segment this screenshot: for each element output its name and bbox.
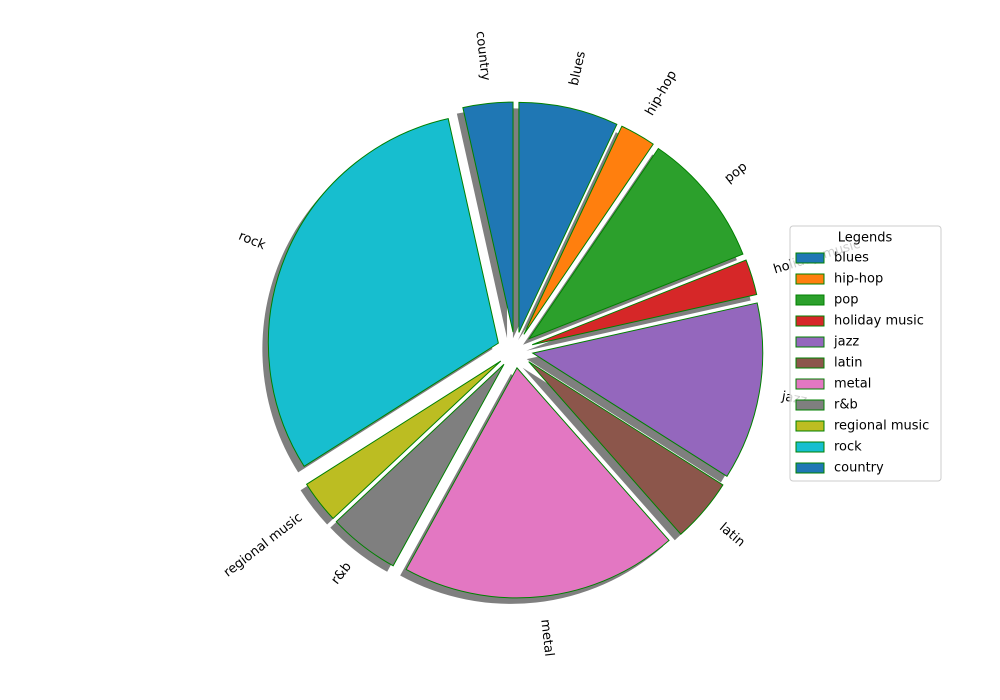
legend-swatch	[795, 294, 825, 306]
legend-swatch	[795, 420, 825, 432]
wedge	[335, 363, 505, 567]
wedge	[462, 101, 514, 333]
wedge	[267, 118, 499, 468]
legend-label: jazz	[833, 335, 859, 350]
legend-swatch	[795, 462, 825, 474]
slice-label: pop	[722, 159, 750, 186]
legend-label: regional music	[834, 419, 929, 434]
wedge	[532, 259, 758, 346]
legend-swatch	[795, 441, 825, 453]
slice-label: regional music	[221, 510, 305, 580]
slice-label: country	[472, 30, 492, 81]
legend-swatch	[795, 336, 825, 348]
legend-label: r&b	[834, 398, 858, 413]
slice-label: r&b	[328, 560, 354, 588]
slice-label: hip-hop	[643, 68, 680, 118]
legend-swatch	[795, 252, 825, 264]
legend-swatch	[795, 378, 825, 390]
legend-label: pop	[834, 293, 858, 308]
legend-label: blues	[834, 251, 869, 266]
legend-label: hip-hop	[834, 272, 883, 287]
legend-swatch	[795, 357, 825, 369]
slice-label: metal	[537, 619, 556, 658]
wedge	[527, 147, 744, 340]
wedge	[305, 360, 502, 520]
wedge	[523, 125, 654, 335]
wedge	[518, 101, 618, 333]
slice-label: blues	[567, 50, 589, 88]
wedge	[531, 302, 764, 478]
legend-box	[789, 225, 942, 482]
legend-swatch	[795, 399, 825, 411]
legend-label: country	[834, 461, 884, 476]
legend-title: Legends	[838, 231, 893, 246]
legend-swatch	[795, 273, 825, 285]
slice-label: latin	[716, 520, 747, 550]
wedges	[267, 101, 764, 599]
legend-swatch	[795, 315, 825, 327]
legend-label: metal	[834, 377, 871, 392]
wedge	[528, 361, 724, 535]
legend-label: latin	[834, 356, 863, 371]
legend-label: rock	[834, 440, 862, 455]
slice-label: rock	[236, 229, 268, 254]
legend: Legends blues hip-hop pop holiday music jazz…	[789, 225, 942, 482]
wedge	[405, 367, 670, 599]
legend-label: holiday music	[834, 314, 924, 329]
